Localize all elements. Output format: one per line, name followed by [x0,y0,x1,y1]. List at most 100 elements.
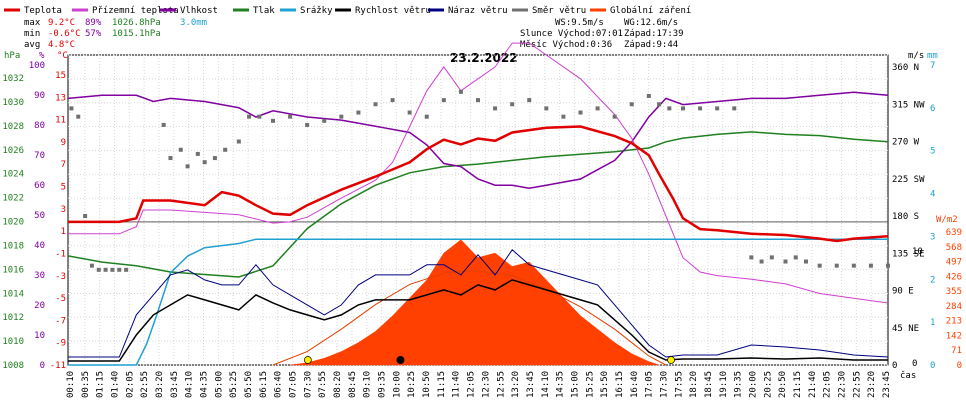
pct-tick-label: 20 [34,301,45,311]
hpa-tick-label: 1008 [2,361,24,371]
axis-headers: hPa % °C m/s mm W/m2 čas [4,51,958,381]
legend: Teplota Přízemní teplota Vlhkost Tlak Srážky… [4,6,691,16]
degc-tick-label: 9 [61,138,66,148]
temperature-line [68,125,889,243]
x-tick-label: 07:05 [289,371,299,398]
x-tick-label: 09:10 [363,371,373,398]
wind-dir-point [89,263,94,268]
hpa-tick-label: 1024 [2,170,24,180]
ms-tick-label: 0 [912,359,917,369]
legend-label: Vlhkost [180,6,218,16]
sunset-marker [667,356,675,364]
wind-dir-point [110,267,115,272]
x-tick-label: 22:55 [852,371,862,398]
degc-tick-label: -9 [55,339,66,349]
wind-dir-point [886,263,890,268]
stat-max-label: max [24,18,41,28]
pct-tick-label: 90 [34,91,45,101]
wind-dir-point [544,106,549,111]
x-tick-label: 22:30 [837,371,847,398]
x-tick-label: 11:40 [452,371,462,398]
wind-dir-point [851,263,856,268]
dir-tick-label: 360 N [892,63,919,73]
axis-ticks: 00:10 00:35 01:15 01:40 02:05 02:55 03:20 03:45… [2,61,962,398]
mm-tick-label: 0 [930,361,935,371]
degc-tick-label: -7 [55,316,66,326]
info-sun-rise: Slunce Východ:07:01 [520,29,623,39]
dir-tick-label: 90 E [892,287,914,297]
x-tick-label: 18:45 [704,371,714,398]
wind-dir-point [698,106,703,111]
x-tick-label: 07:55 [318,371,328,398]
wind-dir-point [69,106,74,111]
wind-dir-point [510,102,515,107]
x-tick-label: 13:45 [526,371,536,398]
wind-dir-point [441,98,446,103]
legend-label: Rychlost větru [355,6,431,16]
hpa-tick-label: 1022 [2,194,24,204]
mm-tick-label: 7 [930,61,935,71]
legend-label: Směr větru [532,6,586,16]
wind-dir-point [817,263,822,268]
mm-tick-label: 4 [930,190,935,200]
info-block: WS:9.5m/s WG:12.6m/s Slunce Východ:07:01… [520,18,684,50]
x-tick-label: 11:15 [437,371,447,398]
degc-tick-label: 1 [61,227,66,237]
dir-tick-label: 45 NE [892,324,919,334]
wm2-tick-label: 71 [951,346,962,356]
wind-dir-point [769,255,774,260]
wind-dir-point [793,255,798,260]
wind-dir-point [527,98,532,103]
x-tick-label: 05:25 [229,371,239,398]
x-tick-label: 13:20 [511,371,521,398]
hpa-tick-label: 1016 [2,265,24,275]
x-tick-label: 06:40 [274,371,284,398]
wm2-tick-label: 0 [957,361,962,371]
degc-tick-label: 15 [55,71,66,81]
legend-label: Tlak [253,6,275,16]
x-tick-label: 12:05 [467,371,477,398]
info-ws: WS:9.5m/s [555,18,604,28]
x-tick-label: 19:35 [734,371,744,398]
ms-unit-label: m/s [908,51,924,61]
wind-dir-point [390,98,395,103]
wind-dir-point [646,93,651,98]
x-tick-label: 16:40 [630,371,640,398]
x-tick-label: 10:25 [407,371,417,398]
pct-tick-label: 10 [34,331,45,341]
wind-dir-point [732,106,737,111]
x-tick-label: 09:35 [378,371,388,398]
dir-tick-label: 225 SW [892,175,925,185]
dir-tick-label: 270 W [892,138,920,148]
x-tick-label: 12:30 [481,371,491,398]
pressure-line [67,131,889,278]
degc-tick-label: -1 [55,249,66,259]
wm2-tick-label: 213 [946,317,962,327]
x-tick-label: 23:45 [882,371,892,398]
pct-tick-label: 70 [34,151,45,161]
info-moon-rise: Měsíc Východ:0:36 [520,40,612,50]
pct-tick-label: 60 [34,181,45,191]
degc-tick-label: 3 [61,205,66,215]
stat-avg-label: avg [24,40,40,50]
wind-dir-point [868,263,873,268]
chart-title: 23.2.2022 [450,51,518,65]
radiation-theoretical-line [272,270,667,366]
stats-block: max 9.2°C 89% 1026.8hPa 3.0mm min -0.6°C… [24,18,207,50]
stat-max-hum: 89% [85,18,102,28]
ground-temp-line [68,42,889,304]
legend-label: Teplota [24,6,62,16]
pct-tick-label: 50 [34,211,45,221]
wind-dir-point [257,114,262,119]
wind-dir-point [236,139,241,144]
x-tick-label: 23:20 [867,371,877,398]
wind-dir-point [458,89,463,94]
x-tick-label: 20:50 [778,371,788,398]
wind-dir-point [339,114,344,119]
wind-dir-point [493,106,498,111]
wind-dir-point [783,259,788,264]
hpa-tick-label: 1018 [2,241,24,251]
x-tick-label: 20:00 [748,371,758,398]
x-tick-label: 17:55 [674,371,684,398]
wind-dir-point [612,114,617,119]
